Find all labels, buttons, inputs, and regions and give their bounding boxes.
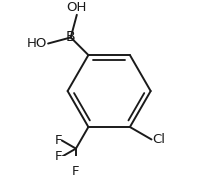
Text: F: F <box>54 134 62 147</box>
Text: F: F <box>72 165 80 178</box>
Text: HO: HO <box>27 37 47 50</box>
Text: B: B <box>66 30 76 44</box>
Text: Cl: Cl <box>152 133 165 146</box>
Text: F: F <box>54 150 62 163</box>
Text: OH: OH <box>67 1 87 14</box>
